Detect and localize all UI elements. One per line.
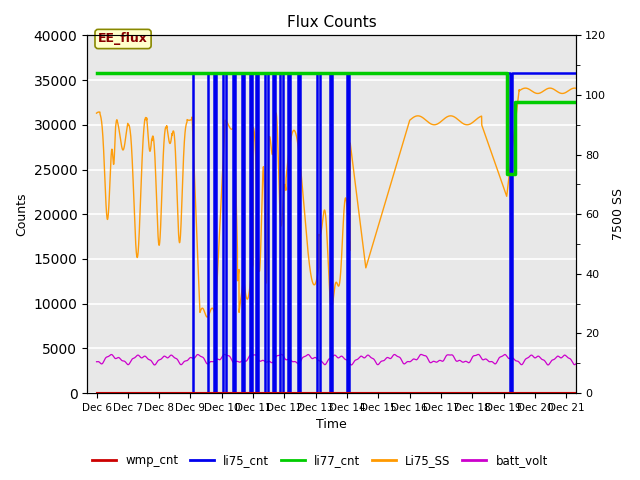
Text: EE_flux: EE_flux bbox=[98, 33, 148, 46]
Y-axis label: 7500 SS: 7500 SS bbox=[612, 188, 625, 240]
Title: Flux Counts: Flux Counts bbox=[287, 15, 376, 30]
Legend: wmp_cnt, li75_cnt, li77_cnt, Li75_SS, batt_volt: wmp_cnt, li75_cnt, li77_cnt, Li75_SS, ba… bbox=[88, 449, 552, 472]
X-axis label: Time: Time bbox=[316, 419, 347, 432]
Y-axis label: Counts: Counts bbox=[15, 192, 28, 236]
